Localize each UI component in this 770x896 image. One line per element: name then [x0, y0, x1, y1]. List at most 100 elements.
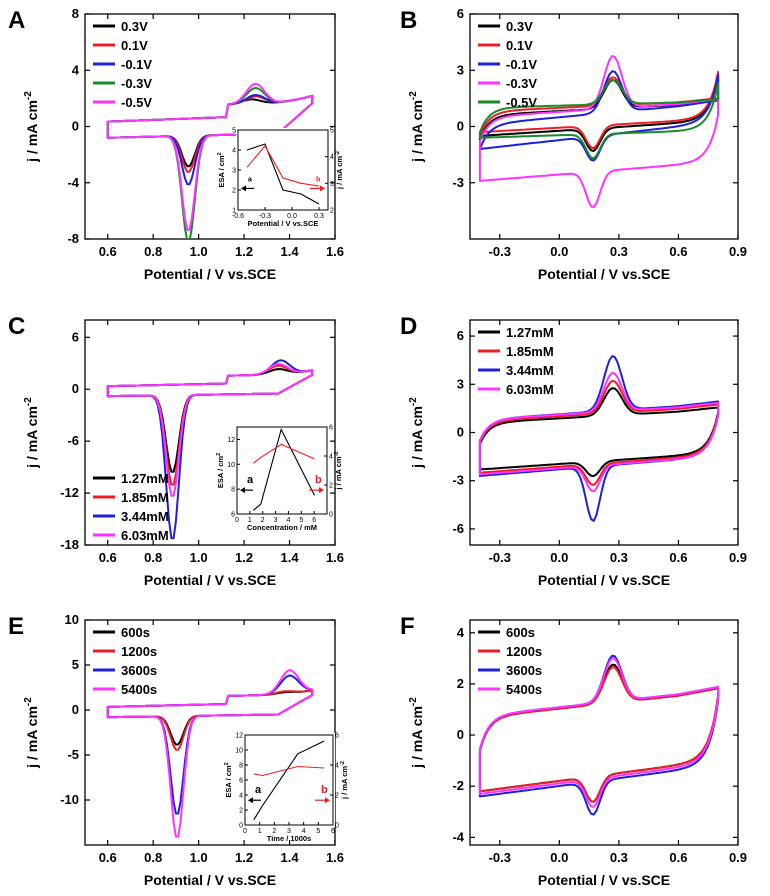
- y-axis-label: j / mA cm-2: [408, 91, 425, 163]
- legend-label: 1.85mM: [121, 490, 169, 505]
- x-tick-label: 0.8: [144, 244, 162, 259]
- inset-y-label: ESA / cm2: [217, 152, 226, 187]
- cv-curve: [478, 78, 720, 160]
- inset-a-label: a: [255, 784, 262, 796]
- y-axis-label: j / mA cm-2: [23, 91, 40, 163]
- inset-y-tick-label: 4: [232, 148, 236, 155]
- x-tick-label: -0.3: [489, 850, 511, 865]
- inset-a-arrowhead: [248, 797, 253, 804]
- panel-letter: D: [400, 313, 417, 340]
- y-tick-label: 0: [72, 119, 79, 134]
- inset-x-tick-label: -0.3: [259, 213, 271, 220]
- inset-x-tick-label: 6: [331, 828, 335, 835]
- series-group: [106, 82, 314, 239]
- cv-curve: [478, 70, 720, 150]
- inset-bg: [236, 128, 330, 212]
- inset-x-tick-label: 2: [272, 828, 276, 835]
- x-tick-label: 0.8: [144, 850, 162, 865]
- inset-y-tick-label: 1: [232, 208, 236, 215]
- y-tick-label: 6: [457, 328, 464, 343]
- legend-label: -0.1V: [121, 57, 152, 72]
- y-tick-label: 8: [72, 6, 79, 21]
- y-tick-label: 6: [72, 329, 79, 344]
- inset-y-tick-label: 10: [235, 748, 243, 755]
- legend-label: 5400s: [506, 682, 542, 697]
- inset-series-b: [253, 765, 325, 777]
- legend-label: 1.85mM: [506, 344, 554, 359]
- inset-chart: -0.6 -0.3 0.0 0.3 1 2 3 4 5 2 3 4 5 Potential / V vs.…: [217, 128, 344, 229]
- x-tick-label: 1.6: [326, 244, 344, 259]
- legend-label: 3600s: [506, 663, 542, 678]
- inset-x-tick-label: 1: [248, 517, 252, 524]
- inset-y2-tick-label: 4: [330, 154, 334, 161]
- x-tick-label: 0.8: [144, 550, 162, 565]
- inset-y2-tick-label: 6: [329, 425, 333, 432]
- x-tick-label: 0.3: [610, 850, 628, 865]
- y-tick-label: 10: [65, 612, 79, 627]
- y-tick-label: -18: [60, 537, 79, 552]
- x-axis-label: Potential / V vs.SCE: [538, 266, 670, 282]
- x-tick-label: 1.2: [235, 550, 253, 565]
- x-tick-label: 1.4: [281, 550, 300, 565]
- legend-label: -0.5V: [506, 95, 537, 110]
- x-tick-label: 0.6: [99, 550, 117, 565]
- inset-x-tick-label: 0: [235, 517, 239, 524]
- y-tick-label: 0: [457, 119, 464, 134]
- inset-b-label: b: [316, 176, 320, 183]
- x-tick-label: 0.9: [729, 850, 747, 865]
- x-tick-label: 0.3: [610, 244, 628, 259]
- cv-curve: [106, 82, 314, 231]
- x-tick-label: 1.6: [326, 850, 344, 865]
- x-tick-label: 1.4: [281, 850, 300, 865]
- inset-y-tick-label: 12: [227, 437, 235, 444]
- y-tick-label: 5: [72, 657, 79, 672]
- panel-letter: F: [400, 613, 415, 640]
- y-axis-label: j / mA cm-2: [408, 397, 425, 469]
- legend-label: 0.3V: [506, 19, 533, 34]
- inset-y-label: ESA / cm2: [216, 453, 225, 488]
- inset-x-label: Potential / V vs.SCE: [248, 219, 319, 228]
- x-axis-label: Potential / V vs.SCE: [538, 872, 670, 888]
- panel-letter: B: [400, 7, 417, 34]
- x-tick-label: 0.6: [99, 850, 117, 865]
- y-tick-label: 0: [72, 381, 79, 396]
- y-tick-label: 0: [457, 727, 464, 742]
- inset-y2-tick-label: 3: [330, 181, 334, 188]
- inset-y-label: j / mA cm-2: [335, 151, 344, 190]
- x-axis-label: Potential / V vs.SCE: [144, 872, 276, 888]
- legend-label: -0.3V: [506, 76, 537, 91]
- y-tick-label: -4: [67, 175, 79, 190]
- y-tick-label: 0: [457, 425, 464, 440]
- cv-curve: [106, 362, 314, 497]
- inset-frame: [236, 426, 328, 515]
- inset-x-tick-label: 6: [312, 517, 316, 524]
- inset-y2-tick-label: 4: [335, 763, 339, 770]
- legend-label: 3.44mM: [121, 509, 169, 524]
- inset-y2-tick-label: 2: [335, 793, 339, 800]
- inset-b-label: b: [321, 784, 328, 796]
- x-tick-label: 1.0: [190, 850, 208, 865]
- y-tick-label: -5: [67, 747, 79, 762]
- inset-x-tick-label: 3: [274, 517, 278, 524]
- y-tick-label: -6: [67, 433, 79, 448]
- inset-a-arrowhead: [241, 185, 246, 192]
- y-tick-label: 2: [457, 676, 464, 691]
- inset-y-tick-label: 10: [227, 462, 235, 469]
- y-tick-label: 6: [457, 6, 464, 21]
- x-tick-label: 0.6: [669, 244, 687, 259]
- inset-x-tick-label: 2: [261, 517, 265, 524]
- legend-label: 6.03mM: [506, 382, 554, 397]
- inset-series-a: [252, 427, 315, 511]
- y-tick-label: -3: [452, 175, 464, 190]
- y-tick-label: -4: [452, 829, 464, 844]
- x-axis-label: Potential / V vs.SCE: [144, 266, 276, 282]
- panel-letter: E: [8, 613, 24, 640]
- x-tick-label: -0.3: [489, 244, 511, 259]
- y-tick-label: -12: [60, 485, 79, 500]
- inset-y-tick-label: 12: [235, 733, 243, 740]
- inset-bg: [235, 425, 329, 516]
- inset-y2-tick-label: 0: [329, 512, 333, 519]
- cv-curve: [478, 654, 720, 816]
- inset-b-arrowhead: [320, 185, 325, 192]
